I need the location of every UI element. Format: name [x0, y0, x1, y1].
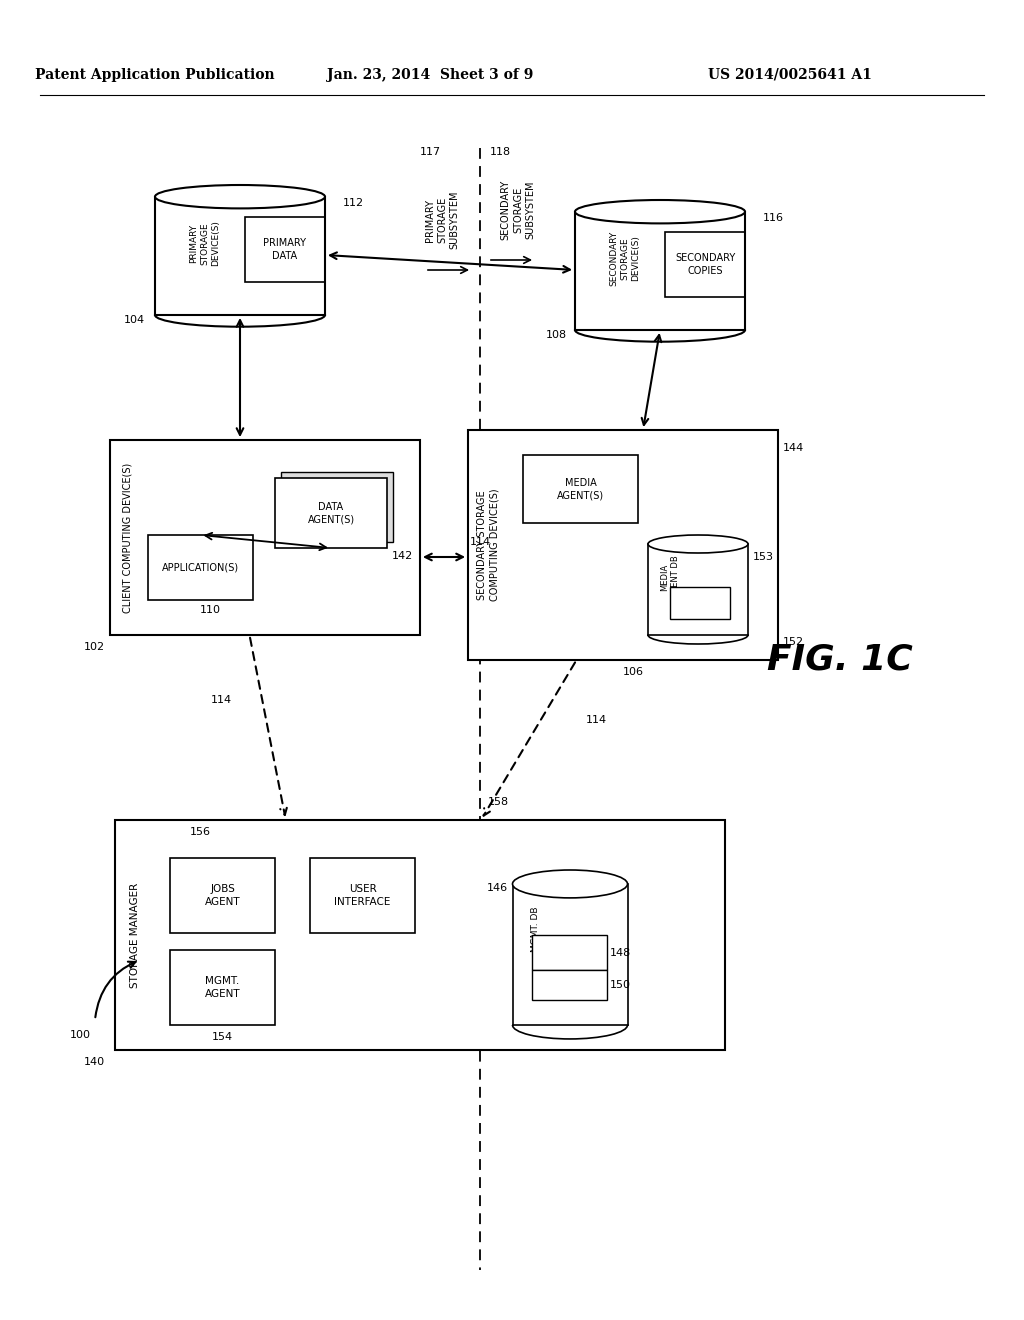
Bar	[148, 535, 253, 601]
Text: FIG. 1C: FIG. 1C	[767, 643, 912, 677]
Bar	[170, 950, 275, 1026]
Text: 114: 114	[211, 696, 232, 705]
Text: 104: 104	[124, 315, 145, 325]
Text: SECONDARY
STORAGE
SUBSYSTEM: SECONDARY STORAGE SUBSYSTEM	[501, 180, 536, 240]
Text: 156: 156	[190, 828, 211, 837]
Bar	[575, 211, 745, 330]
Bar	[110, 440, 420, 635]
Text: DATA
AGENT(S): DATA AGENT(S)	[307, 502, 354, 524]
Text: 158: 158	[488, 797, 509, 807]
Text: 106: 106	[623, 667, 643, 677]
Text: Jan. 23, 2014  Sheet 3 of 9: Jan. 23, 2014 Sheet 3 of 9	[327, 69, 534, 82]
Bar	[532, 935, 607, 970]
Bar	[670, 587, 730, 619]
Ellipse shape	[155, 185, 325, 209]
Text: 144: 144	[783, 444, 804, 453]
Text: 100: 100	[70, 1030, 90, 1040]
Text: 140: 140	[84, 1057, 105, 1067]
Bar	[665, 232, 745, 297]
Text: MEDIA
AGENT(S): MEDIA AGENT(S)	[557, 478, 604, 500]
Text: INDEX: INDEX	[555, 981, 584, 990]
Text: 142: 142	[392, 550, 414, 561]
Bar	[275, 478, 387, 548]
Text: 118: 118	[490, 147, 511, 157]
FancyArrowPatch shape	[95, 962, 135, 1018]
Text: 108: 108	[546, 330, 567, 341]
Bar	[468, 430, 778, 660]
Text: JOBS
AGENT: JOBS AGENT	[205, 884, 241, 907]
Text: 150: 150	[610, 979, 631, 990]
Text: 114: 114	[469, 537, 490, 546]
Ellipse shape	[512, 870, 628, 898]
Bar	[523, 455, 638, 523]
Text: SECONDARY STORAGE
COMPUTING DEVICE(S): SECONDARY STORAGE COMPUTING DEVICE(S)	[477, 488, 500, 602]
Text: US 2014/0025641 A1: US 2014/0025641 A1	[708, 69, 872, 82]
Ellipse shape	[575, 201, 745, 223]
Text: 112: 112	[343, 198, 365, 209]
Text: 110: 110	[200, 605, 221, 615]
Text: 153: 153	[753, 552, 774, 562]
Bar	[512, 884, 628, 1026]
Bar	[245, 216, 325, 282]
Text: 102: 102	[84, 642, 105, 652]
Text: MGMT.
AGENT: MGMT. AGENT	[205, 977, 241, 999]
Text: CLIENT COMPUTING DEVICE(S): CLIENT COMPUTING DEVICE(S)	[123, 462, 133, 612]
Text: USER
INTERFACE: USER INTERFACE	[334, 884, 391, 907]
Text: INDEX: INDEX	[686, 598, 714, 607]
Text: STORAGE MANAGER: STORAGE MANAGER	[130, 882, 140, 987]
Text: POLICIES: POLICIES	[549, 948, 590, 957]
Bar	[115, 820, 725, 1049]
Text: MEDIA
AGENT DB: MEDIA AGENT DB	[659, 556, 680, 599]
Bar	[532, 970, 607, 1001]
Text: 148: 148	[610, 948, 631, 957]
Text: 154: 154	[212, 1032, 233, 1041]
Text: 114: 114	[586, 715, 607, 725]
Text: PRIMARY
STORAGE
SUBSYSTEM: PRIMARY STORAGE SUBSYSTEM	[425, 191, 460, 249]
Text: 146: 146	[486, 883, 508, 894]
Bar	[170, 858, 275, 933]
Bar	[155, 197, 325, 315]
Text: 117: 117	[420, 147, 441, 157]
Bar	[310, 858, 415, 933]
Text: SECONDARY
STORAGE
DEVICE(S): SECONDARY STORAGE DEVICE(S)	[609, 231, 641, 286]
Text: SECONDARY
COPIES: SECONDARY COPIES	[675, 253, 735, 276]
Bar	[281, 473, 393, 543]
Text: PRIMARY
DATA: PRIMARY DATA	[263, 239, 306, 261]
Text: APPLICATION(S): APPLICATION(S)	[162, 562, 239, 573]
Text: MGMT. DB: MGMT. DB	[530, 906, 540, 952]
Bar	[648, 544, 748, 635]
Text: 152: 152	[783, 638, 804, 647]
Ellipse shape	[648, 535, 748, 553]
Text: PRIMARY
STORAGE
DEVICE(S): PRIMARY STORAGE DEVICE(S)	[189, 220, 220, 267]
Text: Patent Application Publication: Patent Application Publication	[35, 69, 274, 82]
Text: 116: 116	[763, 213, 784, 223]
